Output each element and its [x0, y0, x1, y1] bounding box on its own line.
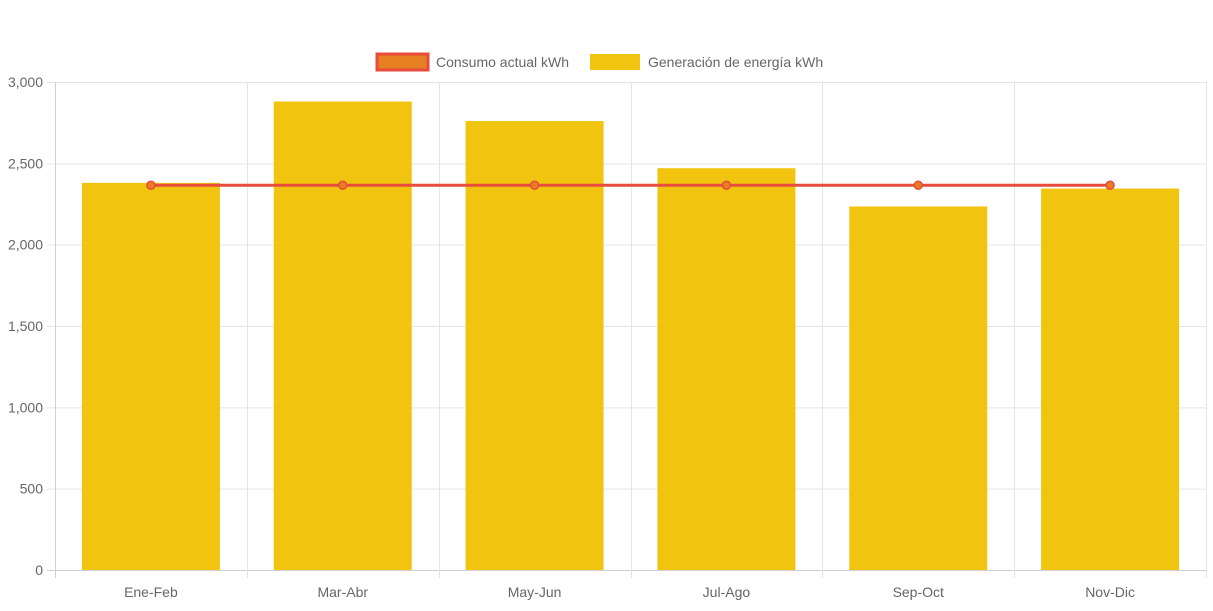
x-tick-label: Jul-Ago: [703, 584, 751, 600]
bar-ene-feb: [81, 182, 220, 570]
legend-swatch-consumo: [375, 52, 430, 72]
consumo-point-may-jun: [529, 180, 540, 191]
bar-nov-dic: [1041, 188, 1180, 570]
y-tick-label: 0: [35, 562, 43, 578]
bar-sep-oct: [849, 206, 988, 570]
consumo-point-nov-dic: [1105, 180, 1115, 191]
bar-may-jun: [465, 121, 604, 570]
consumo-point-mar-abr: [338, 180, 348, 191]
legend[interactable]: Consumo actual kWh Generación de energía …: [375, 52, 823, 72]
consumo-point-sep-oct: [913, 180, 923, 191]
y-tick-label: 3,000: [8, 74, 43, 90]
x-tick-label: Mar-Abr: [317, 584, 368, 600]
bar-layer: [81, 101, 1180, 571]
legend-swatch-generacion: [590, 54, 640, 70]
consumo-point-jul-ago: [721, 180, 732, 191]
bar-mar-abr: [273, 101, 412, 571]
line-layer: [146, 180, 1115, 191]
axis-layer: 0 500 1,000 1,500 2,000 2,500 3,000 Ene-Feb Mar-…: [8, 74, 1135, 600]
consumo-point-ene-feb: [146, 180, 156, 191]
x-tick-label: May-Jun: [508, 584, 562, 600]
legend-label-consumo: Consumo actual kWh: [436, 54, 569, 70]
y-tick-label: 1,000: [8, 399, 43, 415]
x-tick-label: Ene-Feb: [124, 584, 178, 600]
legend-item-consumo[interactable]: Consumo actual kWh: [375, 52, 569, 72]
grid-layer: [47, 82, 1207, 578]
legend-label-generacion: Generación de energía kWh: [648, 54, 823, 70]
y-tick-label: 2,500: [8, 155, 43, 171]
legend-item-generacion[interactable]: Generación de energía kWh: [590, 54, 823, 70]
x-tick-label: Nov-Dic: [1085, 584, 1135, 600]
bar-jul-ago: [657, 168, 796, 571]
y-tick-label: 500: [20, 481, 44, 497]
x-tick-label: Sep-Oct: [893, 584, 944, 600]
y-tick-label: 1,500: [8, 318, 43, 334]
y-tick-label: 2,000: [8, 237, 43, 253]
